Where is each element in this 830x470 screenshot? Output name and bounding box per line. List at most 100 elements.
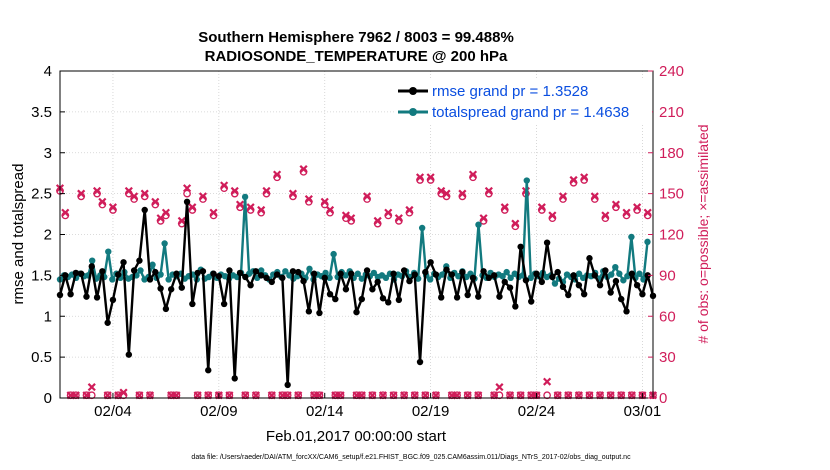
- rmse-point: [289, 268, 297, 275]
- obs-assimilated-point: [580, 173, 589, 182]
- obs-assimilated-point: [500, 203, 509, 212]
- obs-assimilated-point: [188, 203, 197, 212]
- obs-assimilated-point: [304, 194, 313, 204]
- totalspread-point: [439, 271, 446, 278]
- rmse-point: [342, 286, 350, 293]
- rmse-point: [157, 285, 164, 292]
- rmse-point: [602, 267, 609, 274]
- x-tick-label: 02/09: [200, 403, 238, 420]
- rmse-point: [152, 268, 159, 276]
- obs-possible-series: [56, 167, 657, 400]
- y-right-tick-label: 210: [659, 104, 684, 121]
- rmse-point: [554, 268, 561, 276]
- totalspread-point: [427, 276, 434, 283]
- y-left-tick-label: 0: [44, 390, 52, 407]
- obs-assimilated-point: [257, 205, 266, 215]
- obs-assimilated-point: [315, 391, 324, 400]
- rmse-point: [586, 255, 593, 262]
- obs-assimilated-point: [442, 189, 451, 198]
- y-right-tick-label: 120: [659, 227, 684, 244]
- rmse-point: [628, 270, 636, 277]
- obs-assimilated-point: [246, 203, 255, 212]
- rmse-point: [379, 295, 387, 302]
- totalspread-point: [503, 268, 510, 276]
- totalspread-point: [507, 274, 514, 282]
- obs-assimilated-point: [251, 391, 260, 400]
- totalspread-point: [109, 276, 116, 283]
- obs-assimilated-point: [373, 216, 382, 225]
- obs-assimilated-point: [537, 203, 546, 212]
- rmse-point: [120, 259, 127, 266]
- obs-assimilated-point: [103, 391, 112, 400]
- obs-assimilated-point: [325, 205, 335, 215]
- rmse-point: [321, 274, 328, 282]
- y-left-tick-label: 1.5: [31, 267, 52, 284]
- rmse-point: [178, 284, 185, 291]
- rmse-point: [443, 266, 450, 273]
- rmse-point: [210, 270, 217, 277]
- rmse-point: [62, 272, 69, 279]
- obs-assimilated-point: [347, 214, 356, 223]
- obs-assimilated-point: [643, 208, 652, 217]
- rmse-point: [469, 274, 477, 282]
- y-right-tick-label: 90: [659, 267, 676, 284]
- rmse-point: [104, 319, 111, 326]
- legend-background: [394, 80, 652, 124]
- obs-assimilated-point: [98, 197, 107, 206]
- rmse-point: [316, 309, 323, 317]
- obs-assimilated-point: [574, 391, 583, 400]
- rmse-point: [236, 269, 244, 277]
- x-tick-label: 02/14: [306, 403, 344, 420]
- obs-assimilated-point: [405, 205, 414, 215]
- obs-assimilated-point: [378, 391, 388, 400]
- rmse-point: [623, 308, 630, 315]
- totalspread-point: [282, 268, 289, 275]
- totalspread-point: [358, 275, 365, 282]
- rmse-point: [167, 286, 175, 293]
- rmse-point: [77, 270, 85, 277]
- totalspread-point: [137, 267, 144, 274]
- totalspread-point: [105, 248, 112, 255]
- rmse-point: [501, 278, 508, 286]
- obs-assimilated-point: [553, 391, 562, 400]
- rmse-point: [644, 272, 651, 279]
- rmse-point: [93, 294, 101, 301]
- obs-assimilated-point: [590, 192, 599, 201]
- rmse-point: [580, 290, 588, 298]
- rmse-point: [305, 308, 313, 315]
- rmse-point: [363, 267, 371, 274]
- obs-assimilated-point: [320, 197, 329, 206]
- x-tick-label: 03/01: [624, 403, 662, 420]
- totalspread-point: [455, 272, 462, 280]
- rmse-point: [295, 268, 302, 276]
- rmse-point: [390, 270, 397, 277]
- obs-assimilated-point: [267, 391, 276, 400]
- totalspread-point: [322, 269, 329, 277]
- x-axis-label: Feb.01,2017 00:00:00 start: [266, 428, 447, 445]
- rmse-point: [189, 300, 196, 308]
- chart-title-line1: Southern Hemisphere 7962 / 8003 = 99.488…: [198, 29, 514, 46]
- y-left-tick-label: 4: [44, 63, 52, 80]
- totalspread-point: [157, 271, 164, 278]
- y-left-tick-label: 3.5: [31, 104, 52, 121]
- rmse-point: [591, 272, 598, 279]
- obs-assimilated-point: [453, 391, 462, 400]
- legend-rmse-marker: [409, 87, 417, 95]
- obs-assimilated-point: [595, 391, 605, 400]
- rmse-point: [374, 278, 381, 286]
- totalspread-point: [636, 270, 643, 277]
- obs-assimilated-point: [516, 391, 525, 400]
- obs-assimilated-point: [410, 391, 419, 400]
- totalspread-point: [342, 272, 349, 279]
- totalspread-point: [475, 221, 482, 228]
- obs-assimilated-point: [426, 173, 435, 182]
- totalspread-point: [149, 261, 156, 268]
- obs-assimilated-point: [617, 391, 626, 400]
- obs-assimilated-point: [273, 170, 282, 179]
- rmse-point: [358, 295, 365, 303]
- obs-assimilated-point: [415, 173, 425, 182]
- obs-assimilated-point: [182, 184, 192, 193]
- y-axis-right-label: # of obs: o=possible; ×=assimilated: [695, 124, 711, 343]
- rmse-point: [115, 271, 122, 278]
